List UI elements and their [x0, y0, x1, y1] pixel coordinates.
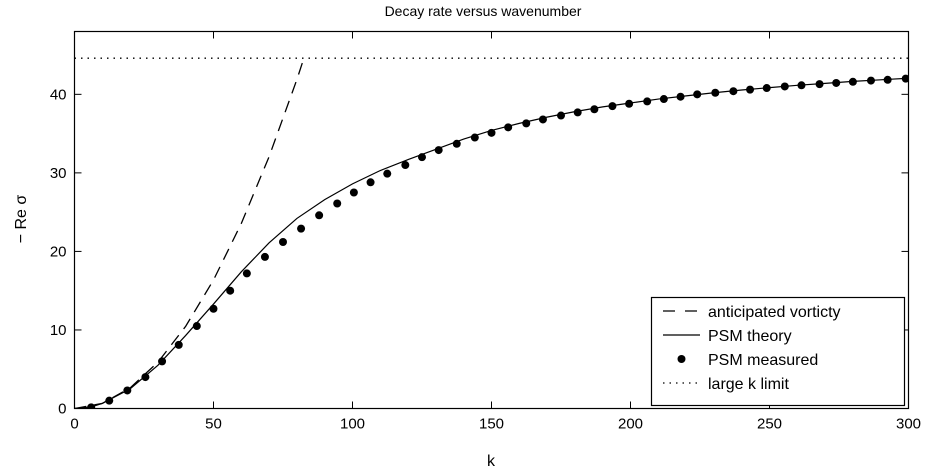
x-axis-label: k — [487, 453, 496, 470]
y-tick-label: 30 — [50, 165, 67, 182]
x-axis: 0 50 100 150 200 250 300 — [70, 31, 921, 433]
data-point — [174, 340, 183, 349]
legend-entry: PSM measured — [677, 352, 818, 369]
legend-entry: anticipated vorticty — [663, 304, 841, 321]
data-point — [676, 92, 685, 101]
series-psm-measured — [87, 74, 909, 409]
legend-box — [650, 296, 906, 407]
data-point — [226, 286, 235, 295]
data-point — [504, 123, 513, 132]
data-point — [315, 211, 324, 220]
data-point — [538, 115, 547, 124]
data-point — [434, 146, 443, 155]
data-point — [209, 304, 218, 313]
data-point — [418, 153, 426, 162]
data-point — [141, 373, 150, 382]
data-point — [260, 252, 269, 261]
data-point — [866, 76, 875, 85]
x-tick-label: 200 — [618, 416, 643, 433]
x-tick-label: 50 — [205, 416, 222, 433]
x-tick-label: 0 — [70, 416, 78, 433]
y-axis: 0 10 20 30 40 — [50, 86, 909, 418]
data-point — [401, 161, 410, 170]
data-point — [797, 81, 806, 90]
x-tick-label: 100 — [340, 416, 365, 433]
data-point — [625, 99, 634, 108]
legend-swatch — [677, 355, 686, 363]
data-point — [729, 87, 738, 96]
data-point — [711, 88, 720, 97]
data-point — [780, 82, 789, 91]
data-point — [333, 199, 342, 208]
data-point — [192, 322, 201, 331]
y-tick-label: 20 — [50, 243, 67, 260]
data-point — [815, 80, 824, 89]
data-point — [590, 105, 599, 114]
data-point — [470, 133, 479, 142]
data-point — [279, 237, 287, 246]
data-point — [487, 128, 496, 137]
legend-label: anticipated vorticty — [708, 304, 841, 321]
data-point — [349, 188, 358, 197]
data-point — [762, 84, 771, 93]
x-tick-label: 150 — [479, 416, 504, 433]
data-point — [832, 78, 841, 87]
data-point — [883, 75, 892, 84]
data-point — [297, 224, 306, 233]
data-point — [87, 403, 96, 409]
y-tick-label: 0 — [58, 401, 66, 418]
data-point — [383, 169, 392, 178]
legend-entry: PSM theory — [663, 328, 792, 345]
data-point — [522, 119, 531, 128]
data-point — [643, 97, 652, 106]
data-point — [242, 269, 251, 278]
legend-label: PSM measured — [708, 352, 818, 369]
data-point — [901, 74, 909, 83]
legend-label: PSM theory — [708, 328, 792, 345]
y-axis-label: − Re σ — [13, 195, 30, 244]
x-tick-label: 300 — [896, 416, 921, 433]
y-tick-label: 10 — [50, 322, 67, 339]
data-point — [158, 357, 167, 366]
chart-title: Decay rate versus wavenumber — [385, 3, 582, 19]
data-point — [693, 90, 702, 99]
y-tick-label: 40 — [50, 86, 67, 103]
legend-entry: large k limit — [663, 376, 789, 393]
data-point — [557, 111, 565, 120]
data-point — [452, 139, 461, 148]
legend: anticipated vorticty PSM theory PSM measur… — [650, 296, 906, 407]
series-line-anticipated-vorticty — [74, 56, 306, 409]
data-point — [123, 386, 132, 395]
data-point — [746, 85, 755, 94]
data-point — [659, 95, 668, 104]
series-layer — [74, 56, 909, 409]
data-point — [848, 77, 857, 86]
legend-label: large k limit — [708, 376, 789, 393]
data-point — [366, 178, 375, 187]
data-point — [608, 102, 617, 111]
x-tick-label: 250 — [757, 416, 782, 433]
data-point — [573, 108, 582, 117]
data-point — [105, 396, 114, 405]
